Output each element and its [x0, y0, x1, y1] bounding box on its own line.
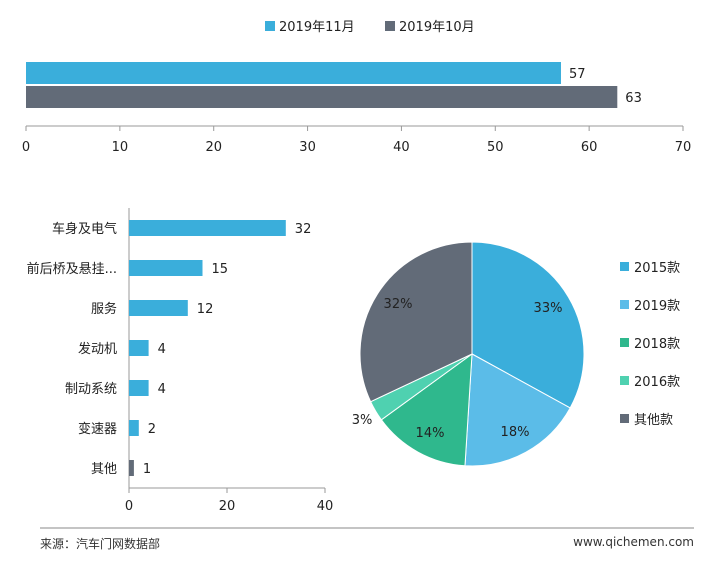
footer: 来源：汽车门网数据部 www.qichemen.com	[40, 533, 694, 555]
cat-label-2: 服务	[91, 301, 117, 317]
top-x-tick-3: 30	[299, 140, 316, 155]
pie-value-label-4: 32%	[384, 297, 413, 312]
cat-label-6: 其他	[91, 462, 117, 477]
cat-value-3: 4	[158, 342, 166, 357]
site-url: www.qichemen.com	[573, 535, 694, 549]
cat-x-tick-1: 20	[219, 499, 236, 514]
cat-bar-1	[129, 260, 203, 276]
legend-swatch-0	[265, 21, 275, 31]
pie-slice-1	[464, 353, 571, 467]
cat-label-5: 变速器	[78, 421, 117, 437]
top-x-tick-4: 40	[393, 140, 410, 155]
top-x-tick-2: 20	[205, 140, 222, 155]
pie-chart: 33% 18% 14% 3% 32%	[352, 241, 585, 467]
pie-slice-4	[359, 241, 473, 403]
cat-bar-3	[129, 340, 149, 356]
category-bar-chart: 车身及电气 32 前后桥及悬挂... 15 服务 12 发动机 4 制动系统 4 变速器 2 其他 1 0 2…	[27, 208, 334, 514]
top-chart-legend: 2019年11月 2019年10月	[265, 20, 475, 35]
cat-value-4: 4	[158, 382, 166, 397]
cat-bar-6	[129, 460, 134, 476]
top-bar-chart: 57 63 0 10 20 30 40 50 60 70	[22, 62, 691, 155]
pie-value-label-3: 3%	[352, 413, 373, 428]
cat-value-2: 12	[197, 302, 214, 317]
top-x-tick-5: 50	[487, 140, 504, 155]
cat-bar-0	[129, 220, 286, 236]
cat-x-tick-0: 0	[125, 499, 133, 514]
legend-label-1: 2019年10月	[399, 20, 475, 35]
cat-value-5: 2	[148, 422, 156, 437]
top-x-tick-0: 0	[22, 140, 30, 155]
pie-slice-2	[380, 352, 473, 467]
pie-legend-label-1: 2019款	[634, 299, 680, 314]
pie-legend-label-4: 其他款	[634, 413, 673, 428]
pie-slice-0	[471, 241, 585, 409]
top-x-tick-7: 70	[675, 140, 692, 155]
source-label: 来源：汽车门网数据部	[40, 537, 161, 551]
cat-bar-2	[129, 300, 188, 316]
cat-label-0: 车身及电气	[52, 221, 117, 237]
cat-label-3: 发动机	[78, 341, 117, 357]
pie-value-label-1: 18%	[501, 425, 530, 440]
pie-legend-label-3: 2016款	[634, 375, 680, 390]
pie-legend-swatch-1	[620, 300, 629, 309]
cat-label-1: 前后桥及悬挂...	[27, 261, 117, 277]
top-bar-label-1: 63	[625, 91, 642, 106]
cat-x-tick-2: 40	[317, 499, 334, 514]
cat-bar-5	[129, 420, 139, 436]
legend-label-0: 2019年11月	[279, 20, 355, 35]
top-bar-label-0: 57	[569, 67, 586, 82]
cat-value-6: 1	[143, 462, 151, 477]
cat-label-4: 制动系统	[65, 382, 117, 397]
pie-value-label-0: 33%	[534, 301, 563, 316]
legend-swatch-1	[385, 21, 395, 31]
pie-value-label-2: 14%	[416, 426, 445, 441]
pie-legend-swatch-2	[620, 338, 629, 347]
top-bar-1	[26, 86, 618, 108]
pie-legend-swatch-3	[620, 376, 629, 385]
pie-legend-label-0: 2015款	[634, 261, 680, 276]
top-x-tick-6: 60	[581, 140, 598, 155]
pie-legend-swatch-0	[620, 262, 629, 271]
pie-legend-label-2: 2018款	[634, 337, 680, 352]
top-x-tick-1: 10	[112, 140, 129, 155]
cat-bar-4	[129, 380, 149, 396]
top-bar-0	[26, 62, 561, 84]
cat-value-0: 32	[295, 222, 312, 237]
cat-value-1: 15	[212, 262, 229, 277]
pie-legend-swatch-4	[620, 414, 629, 423]
